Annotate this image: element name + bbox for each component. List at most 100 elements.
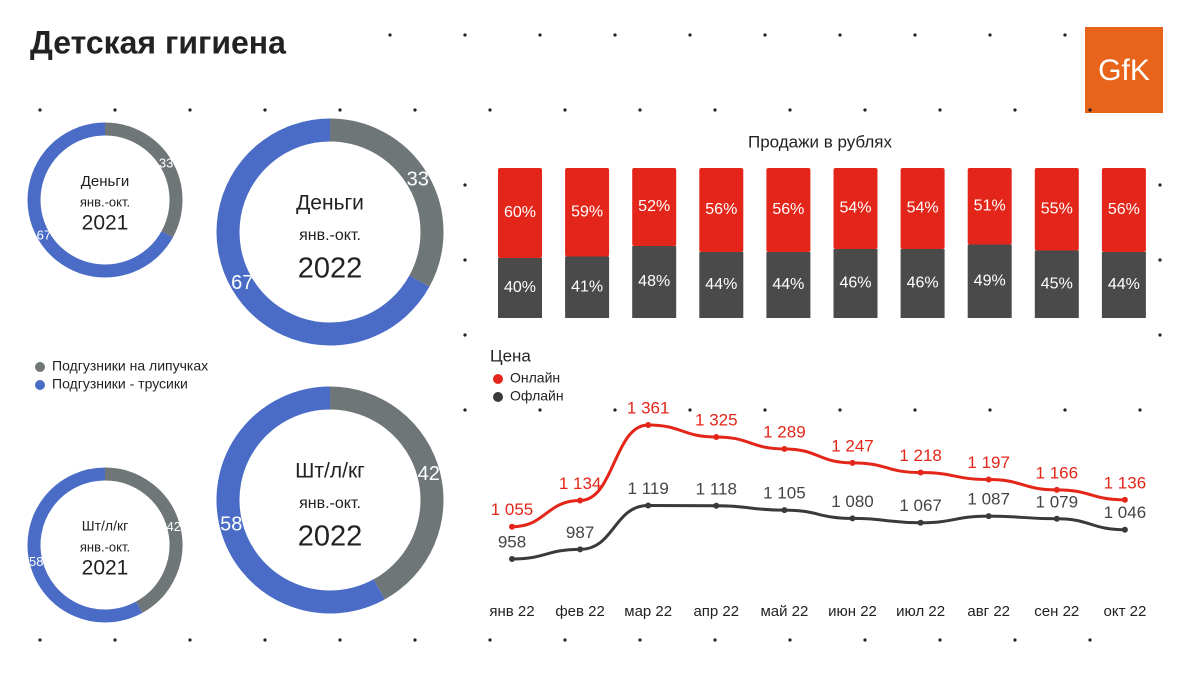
bar-segment xyxy=(632,246,677,318)
decor-dot xyxy=(1063,33,1067,37)
point xyxy=(849,459,856,466)
decor-dot xyxy=(938,108,942,112)
decor-dot xyxy=(463,183,467,187)
point xyxy=(985,513,992,520)
bar-value-label: 54% xyxy=(907,200,939,217)
line xyxy=(511,503,1125,561)
point xyxy=(645,502,652,509)
point-label: 987 xyxy=(566,523,594,542)
decor-dot xyxy=(463,258,467,262)
point-label: 1 046 xyxy=(1104,503,1147,522)
bar-segment xyxy=(565,168,610,257)
bar-segment xyxy=(900,249,945,318)
donut-center-label: янв.-окт. xyxy=(80,539,130,554)
decor-dot xyxy=(113,108,117,112)
logo: GfK xyxy=(1098,54,1150,87)
bar-segment xyxy=(565,256,610,318)
point xyxy=(577,546,584,553)
bar-segment xyxy=(498,168,542,258)
decor-dot xyxy=(838,408,842,412)
bar-value-label: 44% xyxy=(772,276,804,293)
donut-center-label: янв.-окт. xyxy=(80,194,130,209)
bar-segment xyxy=(900,168,945,249)
legend-dot xyxy=(493,392,503,402)
bar-segment xyxy=(632,168,677,246)
decor-dot xyxy=(1158,333,1162,337)
donut-center-label: Деньги xyxy=(296,192,364,215)
x-tick-label: авг 22 xyxy=(967,603,1010,620)
donut-value: 33 xyxy=(159,155,173,170)
legend-label: Подгузники - трусики xyxy=(52,376,188,392)
decor-dot xyxy=(388,33,392,37)
decor-dot xyxy=(413,108,417,112)
decor-dot xyxy=(538,408,542,412)
bar-value-label: 54% xyxy=(839,200,871,217)
point-label: 1 325 xyxy=(695,410,738,429)
decor-dot xyxy=(763,408,767,412)
point xyxy=(509,556,515,562)
donut-center-label: Шт/л/кг xyxy=(295,460,365,483)
bar-segment xyxy=(1034,250,1079,318)
point xyxy=(1053,515,1060,522)
point xyxy=(917,469,924,476)
point xyxy=(985,476,992,483)
x-tick-label: окт 22 xyxy=(1104,603,1147,620)
bar-segment xyxy=(833,168,878,249)
decor-dot xyxy=(688,408,692,412)
bar-value-label: 56% xyxy=(1108,201,1140,218)
point-label: 1 087 xyxy=(967,490,1010,509)
x-tick-label: июн 22 xyxy=(828,603,877,620)
decor-dot xyxy=(638,638,642,642)
bar-segment xyxy=(699,168,744,252)
point-label: 1 079 xyxy=(1036,492,1079,511)
bar-segment xyxy=(1101,252,1146,318)
donut-value: 67 xyxy=(37,228,51,243)
bar-segment xyxy=(967,244,1012,318)
bar-value-label: 52% xyxy=(638,198,670,215)
decor-dot xyxy=(263,638,267,642)
point xyxy=(577,497,584,504)
donut-value: 58 xyxy=(29,554,43,569)
point xyxy=(1121,496,1128,503)
decor-dot xyxy=(613,33,617,37)
donut-value: 42 xyxy=(418,463,440,485)
decor-dot xyxy=(838,33,842,37)
decor-dot xyxy=(863,638,867,642)
bar-value-label: 55% xyxy=(1041,200,1073,217)
legend-label: Офлайн xyxy=(510,388,564,404)
decor-dot xyxy=(188,638,192,642)
decor-dot xyxy=(488,638,492,642)
decor-dot xyxy=(988,33,992,37)
legend-label: Подгузники на липучках xyxy=(52,358,208,374)
bar-value-label: 45% xyxy=(1041,275,1073,292)
point-label: 1 218 xyxy=(899,446,942,465)
decor-dot xyxy=(788,638,792,642)
legend-dot xyxy=(35,380,45,390)
bar-value-label: 44% xyxy=(705,276,737,293)
point-label: 1 134 xyxy=(559,474,602,493)
decor-dot xyxy=(1088,108,1092,112)
point-label: 1 361 xyxy=(627,398,670,417)
bar-segment xyxy=(766,168,811,252)
donut-center-label: 2021 xyxy=(82,557,129,580)
decor-dot xyxy=(113,638,117,642)
legend-dot xyxy=(35,362,45,372)
point-label: 1 105 xyxy=(763,484,806,503)
donut-segment xyxy=(329,386,444,600)
bar-segment xyxy=(699,252,744,318)
decor-dot xyxy=(638,108,642,112)
decor-dot xyxy=(563,638,567,642)
donut-center-label: 2021 xyxy=(82,212,129,235)
decor-dot xyxy=(938,638,942,642)
bar-value-label: 56% xyxy=(705,201,737,218)
point xyxy=(849,515,856,522)
point xyxy=(1121,526,1128,533)
decor-dot xyxy=(463,333,467,337)
point-label: 1 118 xyxy=(696,479,737,498)
bar-title: Продажи в рублях xyxy=(748,132,893,151)
bar-value-label: 41% xyxy=(571,278,603,295)
decor-dot xyxy=(788,108,792,112)
donut-segment xyxy=(329,118,444,287)
point-label: 1 055 xyxy=(491,500,534,519)
